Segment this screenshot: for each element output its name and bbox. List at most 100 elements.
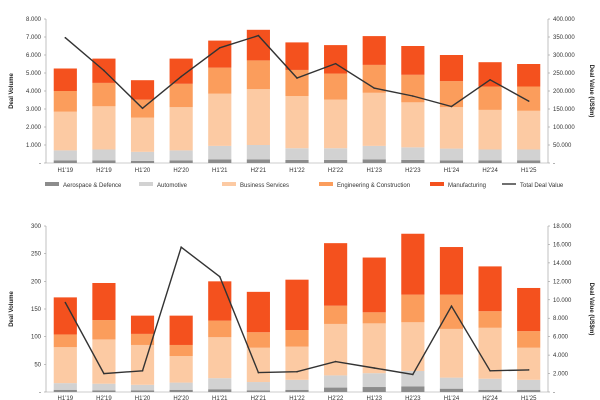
bar-segment-manufacturing (130, 315, 155, 334)
x-tick-label: H1'19 (58, 168, 74, 174)
bar-segment-automotive (401, 370, 425, 387)
bar-segment-automotive (517, 149, 541, 161)
bar-segment-manufacturing (130, 80, 155, 100)
y-tick-label: 300 (31, 224, 42, 230)
bar-segment-business (92, 339, 116, 384)
y-tick-label: 2.000 (26, 125, 42, 131)
y-tick-label: - (39, 390, 41, 396)
bar-segment-aerospace (401, 386, 425, 392)
x-tick-label: H1'19 (58, 396, 74, 400)
chart-1: - 1.000 2.000 3.000 4.000 5.000 6.000 7.000 8.00… (9, 17, 594, 189)
bar-segment-automotive (324, 375, 348, 388)
bar-segment-automotive (169, 150, 193, 161)
y2-tick-label: 8.000 (553, 316, 569, 322)
bar-segment-manufacturing (169, 315, 193, 345)
bar-segment-manufacturing (208, 281, 232, 321)
line-point (141, 107, 144, 110)
bar-segment-aerospace (285, 389, 309, 392)
bar-segment-automotive (285, 379, 309, 390)
bar-segment-automotive (517, 379, 541, 390)
bar-segment-automotive (478, 378, 502, 390)
x-tick-label: H1'20 (135, 396, 151, 400)
bar-segment-manufacturing (517, 287, 541, 332)
bar-segment-automotive (208, 378, 232, 390)
bar-segment-business (169, 356, 193, 383)
bar-segment-engineering (517, 331, 541, 348)
bar-segment-business (130, 117, 155, 152)
bar-segment-engineering (439, 81, 464, 108)
y2-tick-label: 400.000 (553, 17, 575, 23)
line-point (141, 369, 144, 372)
bar-segment-manufacturing (92, 282, 116, 321)
y2-tick-label: 150.000 (553, 107, 575, 113)
bar-segment-engineering (246, 332, 270, 348)
bar-segment-automotive (53, 383, 77, 390)
bar-segment-engineering (246, 60, 270, 90)
bar-segment-manufacturing (478, 62, 502, 87)
legend-label: Business Services (240, 183, 289, 189)
line-point (489, 369, 491, 372)
bar-segment-aerospace (53, 389, 77, 392)
bar-segment-aerospace (246, 159, 270, 163)
line-point (489, 79, 491, 81)
bar-segment-business (208, 337, 232, 379)
bar-segment-aerospace (53, 160, 77, 163)
x-tick-label: H2'24 (482, 396, 498, 400)
x-tick-label: H2'19 (96, 396, 112, 400)
x-tick-label: H1'22 (289, 168, 305, 174)
y2-tick-label: 4.000 (553, 353, 569, 359)
bar-segment-manufacturing (401, 233, 425, 295)
bar-segment-engineering (362, 312, 386, 324)
line-point (334, 360, 337, 363)
bar-segment-aerospace (401, 159, 425, 163)
bar-segment-business (246, 89, 270, 145)
bar-segment-automotive (208, 145, 232, 160)
bar-segment-engineering (285, 69, 309, 97)
y-tick-label: 5.000 (26, 71, 42, 77)
bar-segment-manufacturing (53, 297, 77, 335)
legend-swatch (430, 182, 444, 186)
bar-segment-engineering (517, 86, 541, 111)
bar-segment-engineering (169, 83, 193, 108)
line-point (180, 75, 182, 78)
bar-segment-aerospace (130, 390, 155, 392)
bar-segment-aerospace (439, 388, 464, 392)
y2-tick-label: - (553, 390, 555, 396)
bar-segment-automotive (246, 382, 270, 391)
bar-segment-manufacturing (478, 266, 502, 312)
bar-segment-business (439, 107, 464, 149)
y2-tick-label: 100.000 (553, 125, 575, 131)
line-point (412, 95, 414, 97)
line-point (450, 105, 453, 108)
bar-segment-aerospace (208, 159, 232, 163)
bar-segment-aerospace (324, 387, 348, 392)
legend-swatch (45, 182, 59, 186)
bar-segment-business (53, 347, 77, 384)
bar-segment-automotive (92, 149, 116, 161)
y-tick-label: 50 (34, 362, 41, 368)
x-tick-label: H1'21 (212, 168, 228, 174)
bar-segment-business (401, 102, 425, 148)
line-point (64, 36, 67, 39)
bar-segment-aerospace (169, 160, 193, 163)
y2-tick-label: 300.000 (553, 53, 575, 59)
x-tick-label: H2'20 (173, 396, 189, 400)
line-point (218, 275, 221, 278)
bar-segment-engineering (92, 82, 116, 107)
bar-segment-engineering (92, 320, 116, 340)
y2-axis-label: Deal Value (US$m) (588, 65, 594, 118)
bar-segment-engineering (478, 311, 502, 328)
bar-segment-business (401, 322, 425, 371)
line-point (373, 367, 376, 369)
bar-segment-business (362, 323, 386, 374)
bar-segment-engineering (208, 67, 232, 94)
x-tick-label: H2'20 (173, 168, 189, 174)
bar-segment-business (324, 323, 348, 376)
line-point (64, 301, 67, 304)
bar-segment-aerospace (92, 160, 116, 163)
bar-segment-engineering (401, 294, 425, 323)
bar-segment-aerospace (478, 389, 502, 392)
bar-segment-automotive (130, 151, 155, 161)
line-point (218, 47, 221, 49)
